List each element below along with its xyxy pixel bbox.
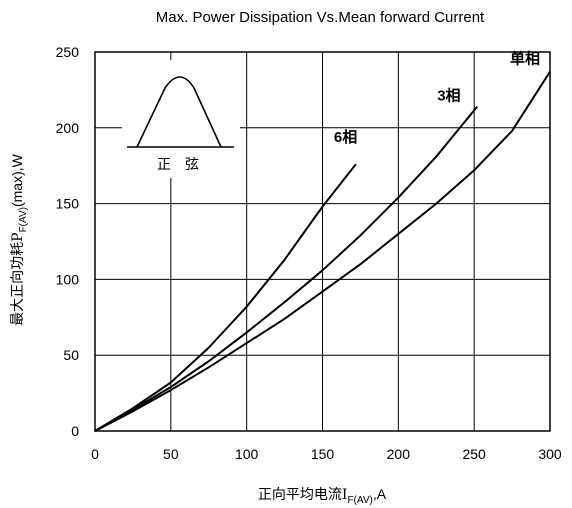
series-label-2: 单相: [510, 50, 540, 68]
series-line-2: [94, 71, 551, 432]
inset-background: [122, 60, 240, 178]
series-label-0: 6相: [334, 128, 357, 146]
chart-title: Max. Power Dissipation Vs.Mean forward C…: [156, 9, 485, 26]
y-axis-label-unit: (max),W: [9, 153, 25, 207]
y-tick-label: 200: [56, 120, 80, 136]
x-tick-label: 50: [163, 446, 179, 462]
y-tick-label: 100: [56, 271, 80, 287]
x-tick-labels: 0 50 100 150 200 250 300: [91, 446, 562, 462]
inset-label: 正 弦: [157, 157, 199, 173]
y-axis-label-sub: F(AV): [18, 207, 29, 232]
x-axis-label: 正向平均电流IF(AV),A: [258, 486, 387, 506]
x-tick-label: 300: [538, 446, 562, 462]
series-line-1: [94, 105, 478, 432]
y-tick-label: 150: [56, 196, 80, 212]
x-axis-label-unit: ,A: [373, 486, 387, 502]
x-tick-label: 0: [91, 446, 99, 462]
sine-wave-inset: 正 弦: [122, 60, 240, 178]
x-tick-label: 100: [235, 446, 259, 462]
y-axis-label: 最大正向功耗PF(AV)(max),W: [9, 153, 29, 325]
y-tick-label: 50: [63, 347, 79, 363]
x-axis-label-sub: F(AV): [347, 495, 372, 506]
y-tick-label: 250: [56, 44, 80, 60]
y-axis-label-main: 最大正向功耗P: [10, 232, 26, 325]
x-tick-label: 200: [387, 446, 411, 462]
grid: [95, 52, 550, 431]
series-line-0: [94, 163, 357, 432]
x-tick-label: 250: [462, 446, 486, 462]
x-tick-label: 150: [311, 446, 335, 462]
inset-half-sine: [136, 76, 222, 148]
x-axis-label-main: 正向平均电流I: [258, 487, 348, 503]
y-tick-label: 0: [71, 423, 79, 439]
plot-frame: [94, 51, 551, 432]
series-lines: [94, 71, 551, 432]
y-tick-labels: 0 50 100 150 200 250: [56, 44, 80, 439]
series-label-1: 3相: [437, 87, 460, 105]
series-labels: 6相 3相 单相: [334, 50, 540, 146]
